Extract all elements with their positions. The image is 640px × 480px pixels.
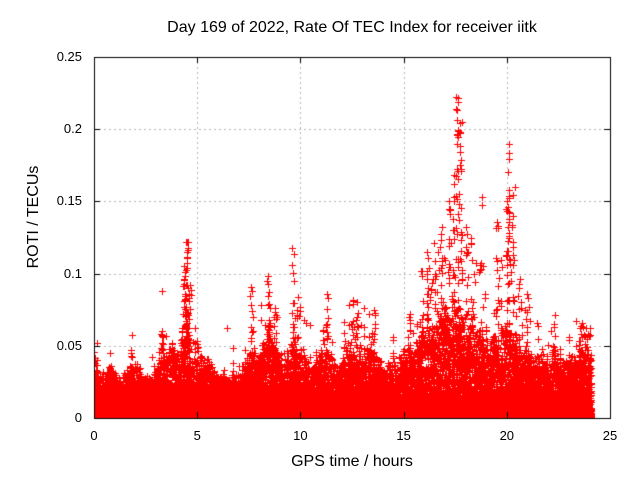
x-tick-label: 25 <box>602 428 618 443</box>
y-axis-title: ROTI / TECUs <box>25 165 42 269</box>
y-tick-label: 0.05 <box>56 337 82 353</box>
x-tick-label: 20 <box>499 428 515 443</box>
x-axis-title: GPS time / hours <box>291 453 413 470</box>
y-tick-label: 0.2 <box>63 121 82 137</box>
y-tick-label: 0.15 <box>56 193 82 209</box>
y-tick-label: 0.25 <box>56 49 82 64</box>
x-tick-label: 5 <box>193 428 201 443</box>
y-tick-label: 0.1 <box>63 265 82 281</box>
x-tick-label: 0 <box>90 428 98 443</box>
x-tick-label: 15 <box>396 428 411 443</box>
y-tick-label: 0 <box>74 410 82 425</box>
chart-title: Day 169 of 2022, Rate Of TEC Index for r… <box>167 19 537 36</box>
x-tick-label: 10 <box>293 428 308 443</box>
